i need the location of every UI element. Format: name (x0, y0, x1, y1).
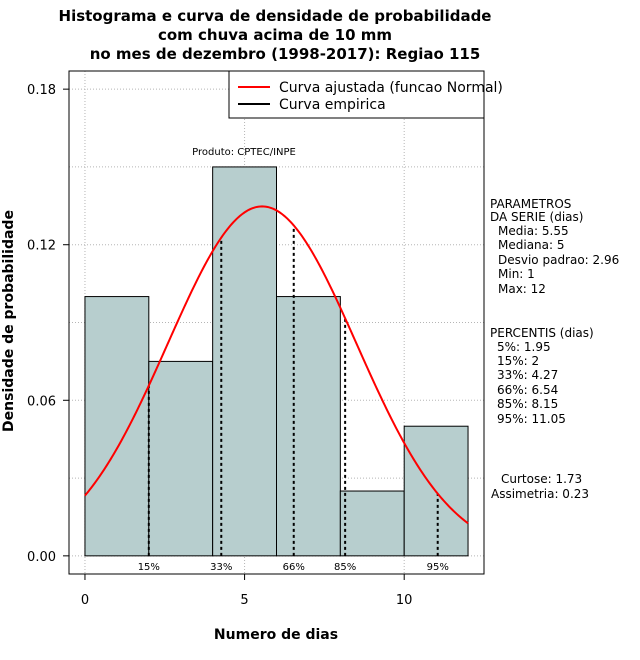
legend-box (228, 70, 485, 119)
histogram-bar-2 (212, 166, 277, 557)
kurtosis: Curtose: 1.73 (501, 472, 582, 486)
percentil-5: 5%: 1.95 (497, 340, 551, 354)
percentile-label-0: 15% (138, 562, 160, 573)
legend: Curva ajustada (funcao Normal) Curva emp… (228, 70, 503, 119)
chart-title-line-1: Histograma e curva de densidade de proba… (59, 7, 492, 25)
x-tick-label-0: 0 (81, 593, 89, 608)
legend-label-fitted: Curva ajustada (funcao Normal) (279, 80, 503, 96)
y-tick-label-2: 0.12 (27, 239, 56, 254)
histogram-bar-1 (148, 360, 214, 557)
percentile-label-3: 85% (334, 562, 356, 573)
param-median: Mediana: 5 (498, 238, 565, 252)
parameters-heading-2: DA SERIE (dias) (490, 210, 583, 224)
histogram-bar-4 (339, 490, 405, 557)
chart-title-line-3: no mes de dezembro (1998-2017): Regiao 1… (90, 45, 481, 63)
x-tick-label-1: 5 (240, 593, 248, 608)
histogram-bars (84, 166, 469, 557)
param-sd: Desvio padrao: 2.96 (498, 253, 619, 267)
y-tick-label-1: 0.06 (27, 394, 56, 409)
histogram-bar-3 (276, 296, 341, 557)
percentile-lines: 15% 33% 66% 85% 95% (138, 225, 449, 573)
percentil-33: 33%: 4.27 (497, 368, 558, 382)
percentil-85: 85%: 8.15 (497, 397, 558, 411)
parameters-heading-1: PARAMETROS (490, 197, 571, 211)
histogram-bar-0 (84, 296, 150, 557)
fitted-curve-layer (84, 205, 469, 525)
product-annotation: Produto: CPTEC/INPE (192, 147, 296, 158)
parameters-panel: PARAMETROS DA SERIE (dias) Media: 5.55 M… (490, 197, 619, 296)
percentil-66: 66%: 6.54 (497, 383, 558, 397)
percentis-heading: PERCENTIS (dias) (490, 326, 594, 340)
param-max: Max: 12 (498, 282, 546, 296)
y-tick-label-0: 0.00 (27, 550, 56, 565)
param-min: Min: 1 (498, 267, 535, 281)
axes: 0 5 10 0.00 0.06 0.12 0.18 (27, 83, 412, 608)
legend-label-empirical: Curva empirica (279, 97, 386, 113)
percentil-15: 15%: 2 (497, 354, 539, 368)
percentile-label-2: 66% (283, 562, 305, 573)
chart-title-line-2: com chuva acima de 10 mm (158, 26, 392, 44)
y-tick-label-3: 0.18 (27, 83, 56, 98)
param-mean: Media: 5.55 (498, 224, 569, 238)
percentis-panel: PERCENTIS (dias) 5%: 1.95 15%: 2 33%: 4.… (490, 326, 594, 426)
x-tick-label-2: 10 (396, 593, 413, 608)
skewness: Assimetria: 0.23 (491, 487, 589, 501)
percentile-label-4: 95% (427, 562, 449, 573)
percentil-95: 95%: 11.05 (497, 412, 566, 426)
shape-panel: Curtose: 1.73 Assimetria: 0.23 (491, 472, 589, 501)
fitted-normal-curve (84, 205, 469, 525)
y-axis-label: Densidade de probabilidade (1, 210, 17, 432)
percentile-label-1: 33% (210, 562, 232, 573)
x-axis-label: Numero de dias (214, 627, 338, 643)
